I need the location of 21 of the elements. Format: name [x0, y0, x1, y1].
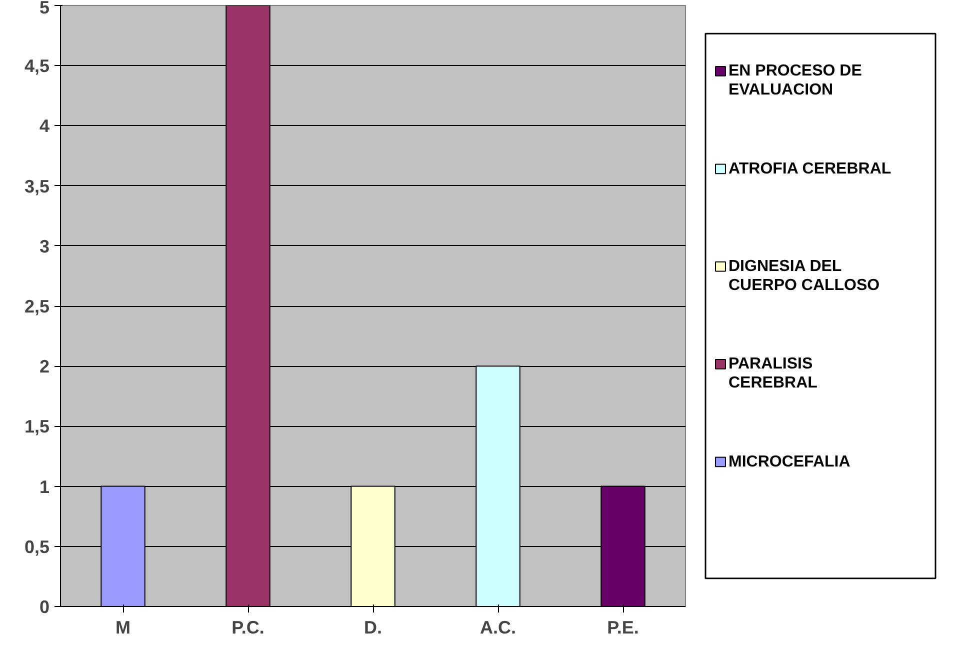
legend-label: ATROFIA CEREBRAL: [728, 160, 892, 178]
x-tick-label: P.C.: [232, 618, 264, 638]
x-tick-label: P.E.: [607, 618, 639, 638]
y-tick-label: 4: [39, 116, 50, 136]
y-tick-label: 0: [39, 597, 50, 617]
y-tick-label: 1: [39, 476, 50, 497]
y-tick-label: 2: [39, 356, 50, 377]
legend-label: DIGNESIA DEL CUERPO CALLOSO: [728, 258, 880, 294]
y-tick-label: 5: [39, 0, 50, 18]
y-tick-label: 4,5: [24, 56, 50, 76]
x-tick-label: M: [116, 618, 131, 638]
y-tick-label: 3,5: [24, 176, 50, 196]
x-tick-label: D.: [364, 618, 382, 638]
legend-label: PARALISIS CEREBRAL: [728, 356, 818, 392]
y-tick-label: 0,5: [24, 536, 50, 557]
legend-label: EN PROCESO DE EVALUACION: [728, 62, 862, 99]
y-tick-label: 3: [39, 236, 50, 256]
y-tick-label: 2,5: [24, 296, 50, 316]
x-tick-label: A.C.: [480, 618, 516, 638]
y-tick-label: 1,5: [24, 416, 50, 437]
legend-label: MICROCEFALIA: [728, 453, 851, 470]
